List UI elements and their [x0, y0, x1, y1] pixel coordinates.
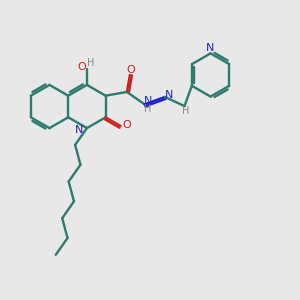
Text: N: N	[206, 43, 215, 53]
Text: N: N	[165, 91, 173, 100]
Text: H: H	[87, 58, 94, 68]
Text: O: O	[77, 62, 86, 72]
Text: O: O	[122, 120, 131, 130]
Text: O: O	[126, 64, 135, 74]
Text: H: H	[145, 104, 152, 114]
Text: N: N	[75, 125, 84, 136]
Text: N: N	[144, 96, 152, 106]
Text: H: H	[182, 106, 189, 116]
